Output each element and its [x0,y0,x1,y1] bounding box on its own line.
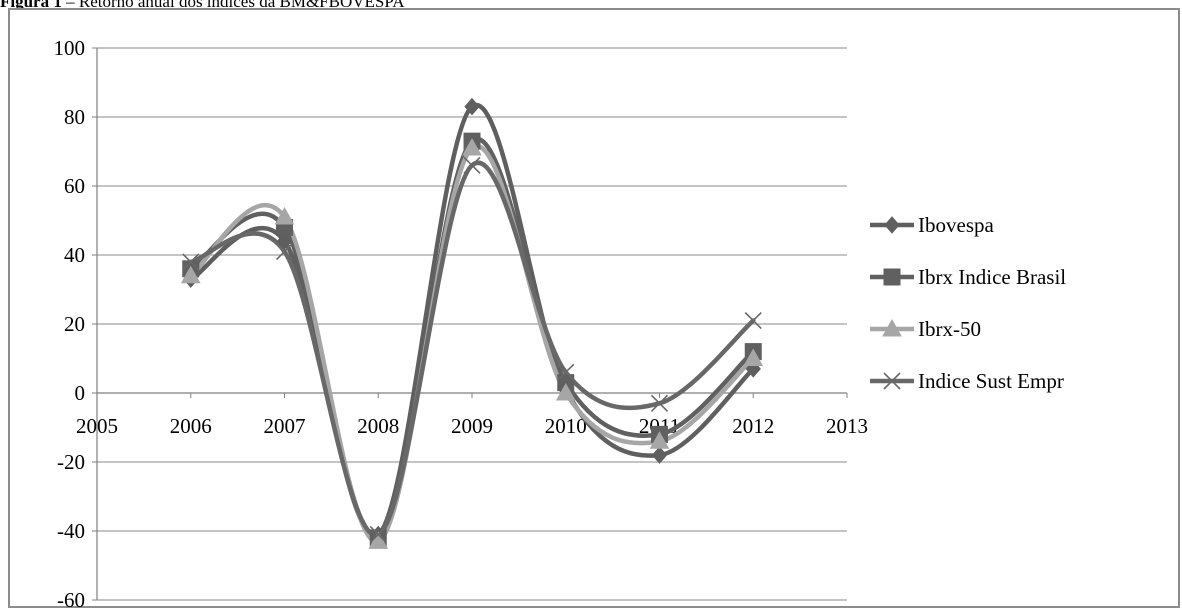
data-point-triangle [274,207,295,225]
legend-marker [884,216,900,234]
legend-item-indice-sust-empr: Indice Sust Empr [870,369,1064,393]
series-markers-indice-sust-empr [182,156,762,544]
y-tick-label: 60 [64,174,85,198]
data-point-x [650,394,669,412]
figure-caption: Figura 1 – Retorno anual dos índices da … [0,0,405,13]
x-tick-label: 2010 [545,414,587,438]
data-point-x [182,253,200,271]
series-markers-ibrx-50 [180,138,764,549]
legend-item-ibrx-indice-brasil: Ibrx Indice Brasil [870,265,1066,289]
data-point-x [463,156,481,174]
y-tick-label: 100 [54,36,86,60]
series-ibrx-50 [188,143,756,544]
x-tick-label: 2006 [170,414,212,438]
data-point-x [275,242,294,261]
legend-item-ibovespa: Ibovespa [870,213,994,237]
x-tick-label: 2005 [76,414,118,438]
data-point-triangle [555,382,576,401]
series-line [188,136,756,541]
data-point-x [557,363,575,381]
legend-label: Indice Sust Empr [918,369,1064,393]
y-tick-label: 40 [64,243,85,267]
series-markers-ibrx-indice-brasil [182,132,762,547]
legend-label: Ibrx-50 [918,317,981,341]
series-line [188,160,756,537]
data-point-triangle [462,138,482,156]
data-point-x [744,311,762,330]
series-line [188,102,756,538]
series-indice-sust-empr [188,160,756,537]
figure-caption-text: – Retorno anual dos índices da BM&FBOVES… [61,0,405,11]
line-chart: -60 -40 -20 0 20 40 60 80 100 2005 2006 2007 2008 200… [54,36,1067,610]
chart-frame: -60 -40 -20 0 20 40 60 80 100 2005 2006 2007 2008 200… [8,8,1180,610]
data-point-triangle [180,265,201,284]
data-point-triangle [368,531,389,549]
legend-label: Ibovespa [918,213,994,237]
legend-item-ibrx-50: Ibrx-50 [870,317,981,341]
legend-marker [882,318,902,337]
x-tick-label: 2009 [451,414,493,438]
series-ibrx-indice-brasil [188,136,756,541]
y-tick-label: -40 [57,519,85,543]
data-point-diamond [651,446,668,464]
y-tick-label: 0 [75,381,86,405]
series-ibovespa [188,102,756,538]
y-tick-label: 80 [64,105,85,129]
x-tick-label: 2013 [826,414,868,438]
data-point-triangle [743,348,764,366]
x-tick-label: 2007 [264,414,306,438]
y-tick-label: -60 [57,588,85,610]
data-point-diamond [464,97,480,116]
figure-caption-prefix: Figura 1 [0,0,62,11]
data-point-x [369,525,387,544]
data-point-diamond [276,232,293,250]
y-tick-label: 20 [64,312,85,336]
legend-marker [883,268,901,286]
series-line [188,143,756,544]
legend-label: Ibrx Indice Brasil [918,265,1066,289]
x-tick-label: 2012 [732,414,774,438]
data-point-triangle [649,431,670,449]
x-tick-label: 2008 [357,414,399,438]
y-tick-label: -20 [57,450,85,474]
legend-marker [883,372,901,390]
